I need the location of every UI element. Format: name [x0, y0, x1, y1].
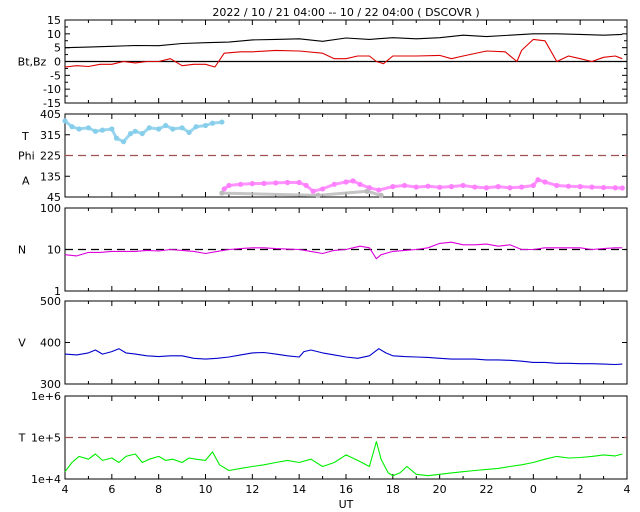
panel-frame — [64, 300, 628, 385]
y-tick-label: 400 — [40, 337, 61, 350]
panel-speed: 500 400 300 V — [18, 295, 628, 391]
series-band — [223, 178, 623, 193]
y-tick-label: 5 — [54, 42, 61, 55]
y-tick-label: 405 — [40, 108, 61, 121]
panel-temperature: 1e+6 1e+5 1e+4 T — [18, 390, 628, 486]
series-line — [64, 348, 623, 366]
series-band — [64, 119, 223, 144]
y-axis-label-a: A — [22, 174, 30, 187]
y-axis-label: N — [18, 244, 26, 257]
x-tick-label: 2 — [577, 483, 584, 496]
x-tick-label: 10 — [199, 483, 213, 496]
y-tick-label: 15 — [47, 14, 61, 27]
chart-panels: 151050-5-10-15Bt,Bz40531522513545TPhiA10… — [18, 14, 628, 486]
series-line — [64, 241, 623, 260]
series-line — [64, 33, 623, 49]
x-tick-label: 14 — [292, 483, 306, 496]
y-axis-label: Bt,Bz — [18, 56, 47, 69]
x-tick-label: 20 — [433, 483, 447, 496]
y-tick-label: 1e+6 — [31, 390, 61, 403]
y-tick-label: 1e+5 — [31, 432, 61, 445]
y-axis-label-phi: Phi — [18, 150, 35, 163]
y-tick-label: 10 — [47, 244, 61, 257]
y-tick-label: 100 — [40, 202, 61, 215]
y-tick-label: 500 — [40, 295, 61, 308]
y-tick-label: 300 — [40, 378, 61, 391]
x-tick-label: 22 — [480, 483, 494, 496]
y-tick-label: 0 — [54, 56, 61, 69]
series-band — [221, 189, 382, 197]
y-tick-label: 1e+4 — [31, 473, 61, 486]
x-tick-label: 16 — [339, 483, 353, 496]
y-tick-label: -5 — [50, 69, 61, 82]
y-tick-label: 135 — [40, 170, 61, 183]
y-tick-label: -15 — [43, 97, 61, 110]
chart-title: 2022 / 10 / 21 04:00 -- 10 / 22 04:00 ( … — [212, 6, 479, 19]
y-tick-label: 45 — [47, 191, 61, 204]
y-axis-label: V — [18, 337, 26, 350]
panel-plasma: 405 315 225 135 45 T Phi A — [18, 108, 628, 204]
series-line — [64, 440, 623, 477]
x-tick-label: 4 — [624, 483, 631, 496]
x-tick-label: 18 — [386, 483, 400, 496]
panel-density: 100 10 1 N — [18, 202, 628, 298]
x-tick-label: 12 — [245, 483, 259, 496]
x-tick-label: 8 — [155, 483, 162, 496]
y-tick-label: 1 — [54, 285, 61, 298]
x-tick-label: 6 — [108, 483, 115, 496]
series-line — [64, 38, 623, 68]
y-axis-label: T — [18, 432, 26, 445]
y-tick-label: 225 — [40, 150, 61, 163]
x-axis-label: UT — [339, 498, 354, 511]
y-tick-label: 10 — [47, 28, 61, 41]
x-axis-tick-labels: 4 6 8 10 12 14 16 18 20 22 0 2 4 — [62, 483, 631, 496]
x-tick-label: 4 — [62, 483, 69, 496]
y-axis-label-t: T — [21, 130, 29, 143]
y-tick-label: 315 — [40, 129, 61, 142]
y-tick-label: -10 — [43, 83, 61, 96]
x-tick-label: 0 — [530, 483, 537, 496]
